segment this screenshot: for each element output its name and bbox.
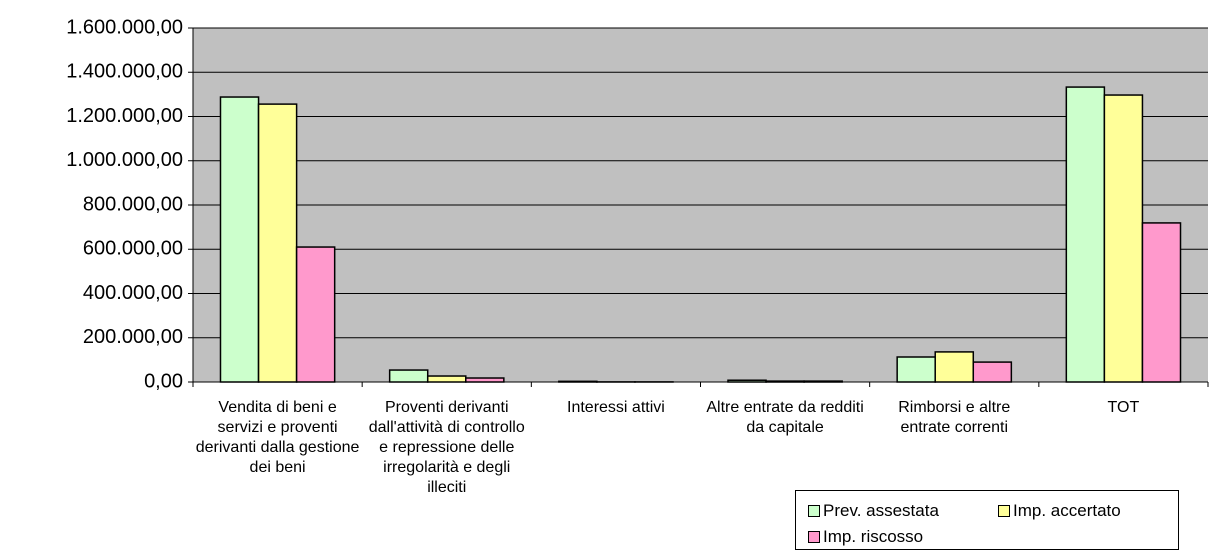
- y-tick-label: 0,00: [144, 370, 183, 392]
- y-tick-label: 800.000,00: [83, 193, 183, 215]
- bar: [219, 96, 260, 383]
- bar: [295, 246, 336, 383]
- y-tick-label: 1.200.000,00: [66, 105, 183, 127]
- legend-swatch: [808, 531, 820, 543]
- legend: Prev. assestata Imp. accertato Imp. riscos…: [795, 490, 1179, 550]
- bar: [1103, 94, 1144, 383]
- x-tick-label: TOT: [1107, 399, 1140, 416]
- x-tick-label: Altre entrate da redditi da capitale: [706, 399, 864, 436]
- y-tick-label: 200.000,00: [83, 326, 183, 348]
- bar: [1141, 222, 1182, 383]
- bar: [388, 369, 429, 383]
- y-tick-label: 1.600.000,00: [66, 16, 183, 38]
- y-tick-label: 1.000.000,00: [66, 149, 183, 171]
- bar: [426, 375, 467, 383]
- y-tick-label: 600.000,00: [83, 238, 183, 260]
- legend-label: Imp. accertato: [1013, 501, 1121, 520]
- x-tick-label: Interessi attivi: [567, 399, 665, 416]
- bar: [257, 103, 298, 383]
- bar: [896, 356, 936, 383]
- y-tick-label: 1.400.000,00: [66, 61, 183, 83]
- legend-swatch: [808, 505, 820, 517]
- y-tick-label: 400.000,00: [83, 282, 183, 304]
- legend-item: Prev. assestata: [808, 501, 939, 521]
- legend-label: Imp. riscosso: [823, 527, 924, 546]
- x-tick-label: Vendita di beni e servizi e proventi der…: [195, 399, 360, 476]
- bar: [934, 351, 975, 383]
- legend-item: Imp. riscosso: [808, 527, 923, 547]
- legend-item: Imp. accertato: [998, 501, 1121, 521]
- legend-swatch: [998, 505, 1010, 517]
- bar: [1065, 86, 1106, 383]
- x-tick-label: Proventi derivanti dall'attività di cont…: [368, 399, 525, 496]
- legend-label: Prev. assestata: [823, 501, 939, 520]
- bar: [465, 377, 505, 383]
- x-tick-label: Rimborsi e altre entrate correnti: [898, 399, 1011, 436]
- bar: [972, 361, 1013, 383]
